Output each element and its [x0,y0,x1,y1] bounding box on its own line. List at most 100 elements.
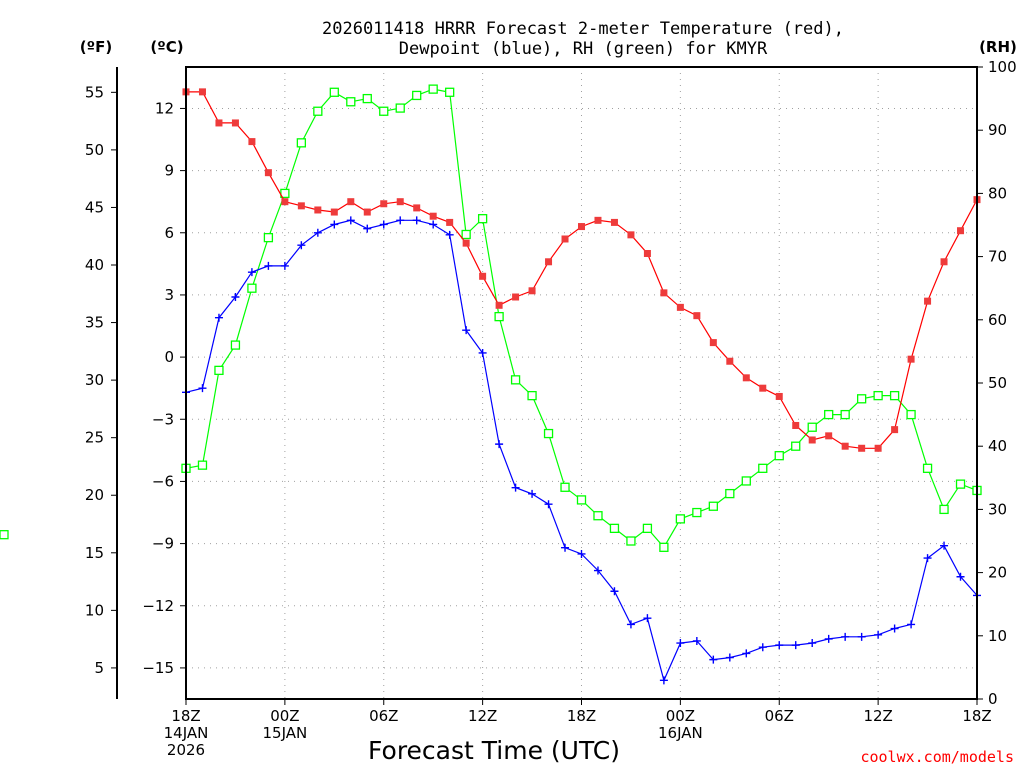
temperature-point [396,198,404,206]
fahrenheit-axis: 55 50 45 40 35 30 25 20 15 10 5 [85,67,118,699]
rh-tick-label: 90 [988,121,1007,139]
temperature-point [693,312,701,320]
dewpoint-point [725,653,734,662]
fahrenheit-tick-label: 15 [85,544,104,562]
x-tick-label: 12Z [863,707,892,725]
temperature-point [545,258,553,266]
temperature-series [182,88,981,452]
temperature-point [891,426,899,434]
temperature-point [314,206,322,214]
fahrenheit-tick-label: 40 [85,256,104,274]
dewpoint-point [429,220,438,229]
rh-tick-label: 0 [988,690,998,708]
rh-tick-label: 10 [988,627,1007,645]
rh-point [576,495,587,505]
rh-point [889,390,900,401]
rh-point [477,214,488,224]
dewpoint-point [841,632,850,641]
temperature-point [907,355,915,363]
dewpoint-point [593,566,602,575]
rh-point [840,409,850,420]
temperature-point [413,204,421,212]
dewpoint-point [396,216,405,225]
celsius-tick-label: 6 [164,224,174,242]
rh-point [626,536,636,546]
temperature-point [512,293,520,301]
dewpoint-point [857,632,866,641]
dewpoint-point [346,216,355,225]
dewpoint-point [643,614,652,623]
temperature-point [347,198,355,206]
temperature-point [858,444,866,452]
plot-frame [185,66,978,700]
temperature-point [610,218,618,226]
rh-tick-label: 30 [988,500,1007,518]
temperature-point [429,212,437,220]
rh-point [461,229,471,240]
rh-point [428,84,438,94]
celsius-tick-label: 3 [164,286,174,304]
dewpoint-point [231,293,240,302]
dewpoint-point [214,313,223,322]
source-credit: coolwx.com/models [860,748,1014,766]
rh-point [543,428,554,439]
rh-point [445,87,455,97]
fahrenheit-tick-label: 30 [85,371,104,389]
rh-point [856,394,867,404]
celsius-unit-label: (ºC) [150,38,183,56]
dewpoint-point [445,230,454,239]
rh-tick-label: 100 [988,58,1017,76]
dewpoint-point [561,543,570,552]
dewpoint-point [610,587,619,596]
rh-point [313,106,323,116]
temperature-point [578,223,585,231]
rh-point [214,365,224,376]
dewpoint-point [577,549,586,558]
fahrenheit-tick-label: 25 [85,429,104,447]
dewpoint-point [544,500,553,509]
rh-point [362,93,372,104]
series-layer [0,84,982,685]
rh-point [280,188,290,199]
dewpoint-point [808,639,817,648]
x-tick-label: 06Z [369,707,398,725]
rh-point [692,507,702,518]
temperature-point [924,297,932,305]
rh-tick-label: 70 [988,248,1007,266]
temperature-point [330,208,338,216]
dewpoint-point [659,676,668,685]
temperature-point [528,287,536,295]
x-tick-label: 06Z [765,707,794,725]
dewpoint-point [775,641,784,650]
temperature-point [709,339,717,347]
rh-point [395,103,405,113]
fahrenheit-tick-label: 55 [85,83,104,101]
temperature-point [446,218,454,226]
celsius-axis: 12 9 6 3 0 −3 −6 −9 −12 −15 [142,99,186,677]
rh-point [725,488,735,499]
rh-point [922,463,933,473]
dewpoint-point [280,261,289,270]
dewpoint-point [297,241,306,250]
rh-tick-label: 40 [988,437,1007,455]
x-tick-label: 18Z [171,707,200,725]
temperature-point [264,169,272,177]
temperature-point [759,384,767,392]
temperature-point [594,216,602,224]
fahrenheit-tick-label: 10 [85,601,104,619]
rh-tick-label: 20 [988,564,1007,582]
celsius-tick-label: 0 [164,348,174,366]
rh-point [0,530,9,540]
rh-point [774,451,784,461]
rh-point [609,523,620,534]
temperature-point [231,119,239,127]
celsius-tick-label: −12 [142,597,174,615]
dewpoint-point [956,572,965,581]
temperature-point [825,432,833,440]
rh-point [708,501,718,511]
dewpoint-point [198,384,207,393]
rh-tick-label: 50 [988,374,1007,392]
dewpoint-point [528,489,537,498]
